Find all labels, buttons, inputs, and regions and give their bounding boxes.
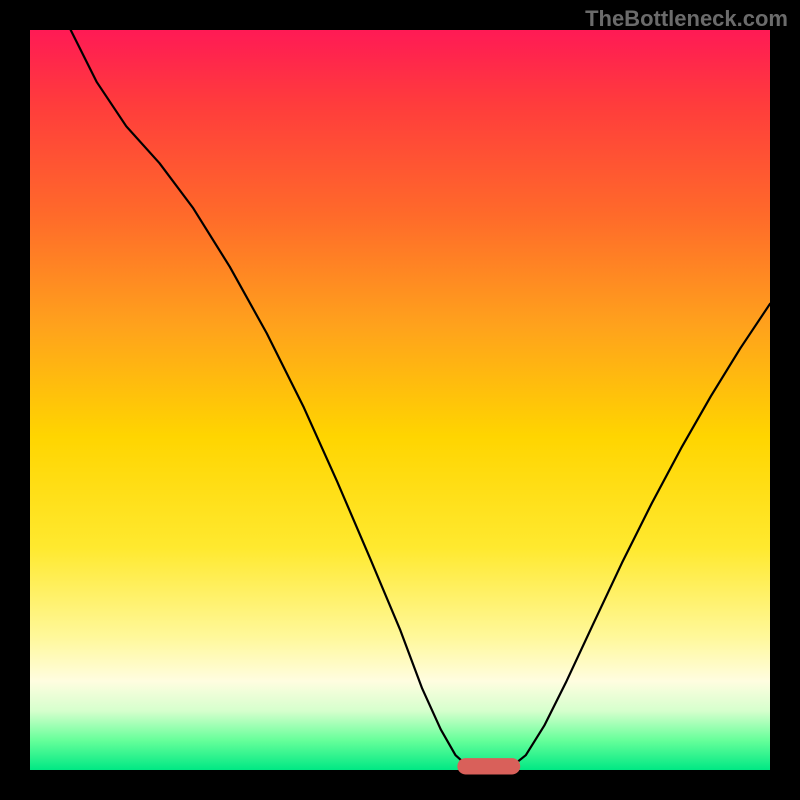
- plot-background: [30, 30, 770, 770]
- chart-frame: TheBottleneck.com: [0, 0, 800, 800]
- optimum-marker: [457, 758, 520, 774]
- bottleneck-curve-chart: [0, 0, 800, 800]
- watermark-text: TheBottleneck.com: [585, 6, 788, 32]
